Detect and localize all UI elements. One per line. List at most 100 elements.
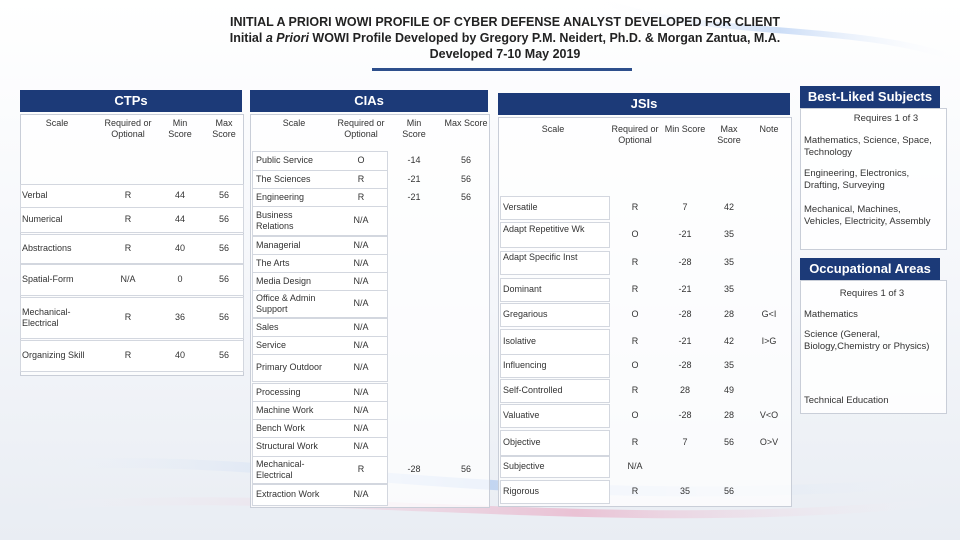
cias-cell-16-0: Extraction Work — [256, 488, 320, 499]
cias-cell-11-0: Processing — [256, 386, 301, 397]
ctps-cell-1-2: 44 — [174, 213, 185, 224]
jsis-cell-4-3: 28 — [723, 308, 734, 319]
jsis-col-0: Scale — [541, 124, 565, 134]
jsis-cell-1-3: 35 — [723, 228, 734, 239]
jsis-cell-8-3: 28 — [723, 409, 734, 420]
best-liked-item-1: Mathematics, Science, Space, Technology — [804, 135, 932, 158]
jsis-cell-1-0: Adapt Repetitive Wk — [503, 223, 585, 234]
cias-cell-1-2: -21 — [407, 173, 421, 184]
ctps-cell-2-0: Abstractions — [22, 242, 72, 253]
jsis-cell-5-1: R — [631, 335, 639, 346]
cias-cell-3-1: N/A — [353, 214, 369, 225]
cias-cell-15-2: -28 — [407, 463, 421, 474]
jsis-cell-8-2: -28 — [678, 409, 692, 420]
jsis-cell-5-2: -21 — [678, 335, 692, 346]
cias-cell-3-0: Business Relations — [256, 209, 294, 231]
ctps-cell-3-2: 0 — [177, 273, 183, 284]
ctps-col-0: Scale — [45, 118, 69, 128]
cias-cell-1-3: 56 — [460, 173, 471, 184]
cias-cell-8-1: N/A — [353, 321, 369, 332]
jsis-cell-7-0: Self-Controlled — [503, 384, 563, 395]
jsis-cell-0-0: Versatile — [503, 201, 538, 212]
best-liked-item-2: Engineering, Electronics, Drafting, Surv… — [804, 168, 910, 191]
cias-cell-9-1: N/A — [353, 339, 369, 350]
ctps-cell-1-0: Numerical — [22, 213, 63, 224]
cias-cell-14-1: N/A — [353, 440, 369, 451]
ctps-cell-3-1: N/A — [120, 273, 136, 284]
jsis-cell-11-0: Rigorous — [503, 485, 540, 496]
ctps-cell-4-1: R — [124, 311, 132, 322]
jsis-cell-9-0: Objective — [503, 436, 541, 447]
occupational-item-3: Technical Education — [804, 395, 889, 406]
cias-cell-0-1: O — [357, 154, 365, 165]
ctps-cell-2-3: 56 — [218, 242, 229, 253]
jsis-row-6 — [500, 354, 610, 378]
cias-col-3: Max Score — [444, 118, 488, 128]
cias-row-15 — [252, 456, 388, 484]
title-line-3: Developed 7-10 May 2019 — [429, 47, 581, 61]
jsis-cell-6-1: O — [631, 359, 639, 370]
jsis-cell-7-3: 49 — [723, 384, 734, 395]
jsis-cell-2-3: 35 — [723, 256, 734, 267]
best-liked-item-3: Mechanical, Machines, Vehicles, Electric… — [804, 204, 931, 227]
jsis-cell-6-2: -28 — [678, 359, 692, 370]
jsis-cell-8-1: O — [631, 409, 639, 420]
ctps-cell-0-1: R — [124, 189, 132, 200]
cias-cell-5-1: N/A — [353, 257, 369, 268]
jsis-col-2: Min Score — [664, 124, 706, 134]
cias-col-1: Required or Optional — [337, 118, 385, 139]
cias-cell-1-0: The Sciences — [256, 173, 311, 184]
ctps-cell-0-0: Verbal — [22, 189, 48, 200]
jsis-col-1: Required or Optional — [611, 124, 659, 145]
ctps-cell-0-2: 44 — [174, 189, 185, 200]
jsis-cell-4-0: Gregarious — [503, 308, 548, 319]
cias-cell-0-3: 56 — [460, 154, 471, 165]
cias-cell-5-0: The Arts — [256, 257, 290, 268]
jsis-row-4 — [500, 303, 610, 327]
jsis-col-4: Note — [759, 124, 779, 134]
jsis-cell-10-0: Subjective — [503, 460, 545, 471]
ctps-header: CTPs — [20, 90, 242, 112]
ctps-cell-0-3: 56 — [218, 189, 229, 200]
ctps-cell-3-3: 56 — [218, 273, 229, 284]
cias-cell-13-1: N/A — [353, 422, 369, 433]
ctps-row-2 — [20, 234, 244, 264]
jsis-cell-8-4: V<O — [759, 409, 779, 420]
title-underline — [372, 68, 632, 71]
cias-cell-8-0: Sales — [256, 321, 279, 332]
ctps-col-1: Required or Optional — [104, 118, 152, 139]
jsis-cell-5-0: Isolative — [503, 335, 537, 346]
cias-cell-4-0: Managerial — [256, 239, 301, 250]
jsis-cell-8-0: Valuative — [503, 409, 540, 420]
cias-cell-7-1: N/A — [353, 297, 369, 308]
jsis-row-0 — [500, 196, 610, 220]
title-line-2-post: WOWI Profile Developed by Gregory P.M. N… — [308, 31, 781, 45]
ctps-cell-5-1: R — [124, 349, 132, 360]
cias-cell-2-2: -21 — [407, 191, 421, 202]
ctps-cell-4-2: 36 — [174, 311, 185, 322]
cias-cell-2-3: 56 — [460, 191, 471, 202]
jsis-row-8 — [500, 404, 610, 428]
ctps-row-3 — [20, 264, 244, 296]
cias-cell-10-0: Primary Outdoor — [256, 361, 323, 372]
occupational-requires: Requires 1 of 3 — [839, 288, 905, 299]
cias-row-3 — [252, 206, 388, 236]
cias-cell-0-0: Public Service — [256, 154, 314, 165]
cias-cell-0-2: -14 — [407, 154, 421, 165]
title-line-1: INITIAL A PRIORI WOWI PROFILE OF CYBER D… — [229, 15, 781, 29]
jsis-cell-2-2: -28 — [678, 256, 692, 267]
cias-cell-11-1: N/A — [353, 386, 369, 397]
jsis-cell-7-2: 28 — [679, 384, 690, 395]
cias-cell-4-1: N/A — [353, 239, 369, 250]
jsis-cell-9-2: 7 — [682, 436, 688, 447]
jsis-cell-0-2: 7 — [682, 201, 688, 212]
jsis-cell-0-3: 42 — [723, 201, 734, 212]
cias-cell-15-0: Mechanical-Electrical — [256, 458, 305, 480]
cias-row-10 — [252, 354, 388, 382]
cias-cell-16-1: N/A — [353, 488, 369, 499]
jsis-cell-0-1: R — [631, 201, 639, 212]
jsis-col-3: Max Score — [717, 124, 741, 145]
best-liked-header: Best-Liked Subjects — [800, 86, 940, 108]
occupational-item-2: Science (General, Biology,Chemistry or P… — [804, 329, 930, 352]
jsis-cell-10-1: N/A — [627, 460, 643, 471]
